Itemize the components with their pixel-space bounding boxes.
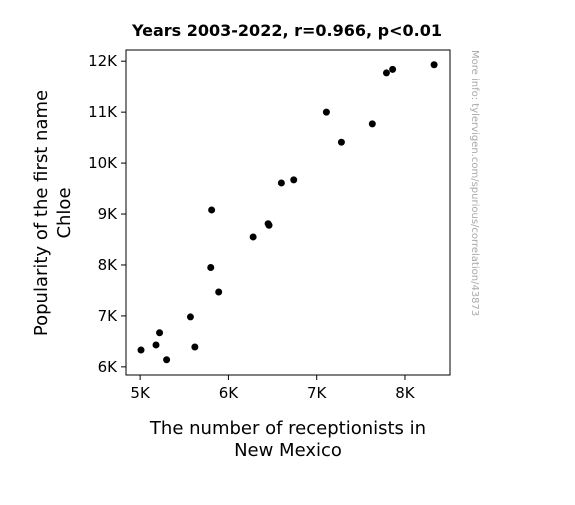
x-tick-label: 6K (219, 384, 240, 402)
y-tick-label: 12K (88, 52, 118, 70)
scatter-point (389, 65, 397, 73)
scatter-point (249, 233, 257, 241)
scatter-point (430, 61, 438, 69)
data-points (137, 61, 438, 364)
x-tick-label: 5K (130, 384, 151, 402)
y-tick-label: 7K (98, 307, 119, 325)
y-tick-label: 8K (98, 256, 119, 274)
scatter-point (277, 179, 285, 187)
scatter-point (265, 221, 273, 229)
y-tick-label: 11K (88, 103, 118, 121)
scatter-point (207, 264, 215, 272)
x-tick-label: 7K (307, 384, 328, 402)
y-tick-label: 10K (88, 154, 118, 172)
scatter-point (191, 343, 199, 351)
scatter-point (368, 120, 376, 128)
y-axis-label-line-1: Popularity of the first name (31, 90, 52, 336)
y-tick-label: 6K (98, 358, 119, 376)
watermark-text: More info: tylervigen.com/spurious/corre… (469, 50, 480, 316)
x-axis-label-line-2: New Mexico (234, 440, 342, 461)
scatter-point (152, 341, 160, 349)
x-axis-label-line-1: The number of receptionists in (149, 418, 426, 439)
scatter-point (186, 313, 194, 321)
scatter-point (163, 356, 171, 364)
scatter-point (137, 346, 145, 354)
y-axis-label-line-2: Chloe (54, 187, 75, 238)
scatter-point (208, 206, 216, 214)
plot-frame (125, 49, 451, 376)
scatter-point (337, 138, 345, 146)
x-tick-label: 8K (395, 384, 416, 402)
scatter-point (215, 288, 223, 296)
chart-title: Years 2003-2022, r=0.966, p<0.01 (131, 21, 442, 40)
y-tick-label: 9K (98, 205, 119, 223)
scatter-point (322, 108, 330, 116)
tick-layer: 5K 6K 7K 8K 6K 7K 8K 9K 10K 11K 12K (88, 52, 416, 402)
scatter-point (382, 69, 390, 77)
scatter-point (290, 176, 298, 184)
scatter-point (156, 329, 164, 337)
